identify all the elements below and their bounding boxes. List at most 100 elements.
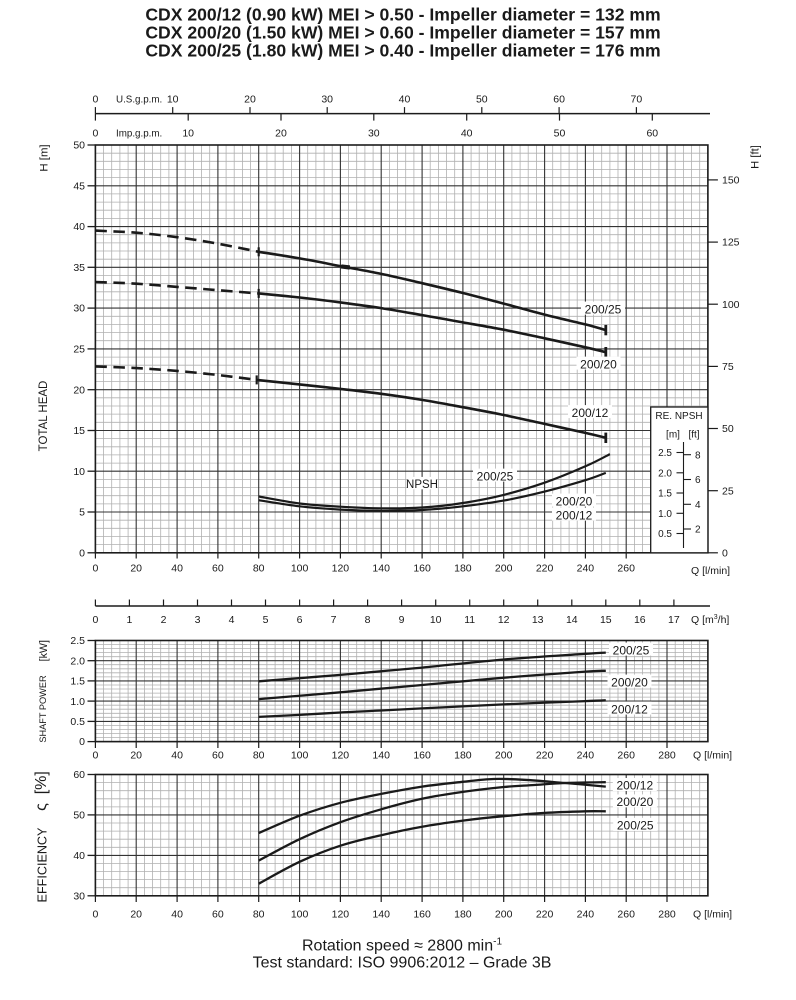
svg-text:100: 100 — [291, 909, 309, 921]
svg-text:9: 9 — [399, 614, 405, 626]
svg-text:0.5: 0.5 — [70, 716, 85, 728]
svg-text:70: 70 — [631, 94, 643, 106]
svg-text:120: 120 — [332, 563, 350, 575]
svg-text:30: 30 — [73, 890, 85, 902]
svg-text:30: 30 — [321, 94, 333, 106]
svg-text:200/25: 200/25 — [617, 819, 654, 833]
svg-text:140: 140 — [372, 563, 390, 575]
svg-text:60: 60 — [212, 563, 224, 575]
svg-text:40: 40 — [171, 909, 183, 921]
svg-text:3: 3 — [195, 614, 201, 626]
svg-text:7: 7 — [331, 614, 337, 626]
svg-text:U.S.g.p.m.: U.S.g.p.m. — [116, 95, 162, 106]
svg-text:Q [l/min]: Q [l/min] — [691, 565, 730, 577]
svg-text:14: 14 — [566, 614, 578, 626]
svg-text:1.5: 1.5 — [658, 489, 672, 500]
svg-text:200: 200 — [495, 750, 513, 762]
svg-text:80: 80 — [253, 563, 265, 575]
svg-text:140: 140 — [372, 750, 390, 762]
svg-text:60: 60 — [646, 128, 658, 140]
svg-text:200: 200 — [495, 909, 513, 921]
svg-text:TOTAL HEAD: TOTAL HEAD — [38, 381, 50, 452]
svg-text:16: 16 — [634, 614, 646, 626]
svg-text:15: 15 — [600, 614, 612, 626]
svg-text:8: 8 — [695, 450, 701, 461]
svg-text:60: 60 — [212, 909, 224, 921]
svg-text:260: 260 — [617, 563, 635, 575]
svg-text:Test standard: ISO 9906:2012 –: Test standard: ISO 9906:2012 – Grade 3B — [253, 955, 552, 972]
svg-text:H [m]: H [m] — [39, 144, 51, 171]
svg-text:12: 12 — [498, 614, 510, 626]
svg-text:40: 40 — [399, 94, 411, 106]
svg-text:120: 120 — [332, 750, 350, 762]
svg-text:6: 6 — [297, 614, 303, 626]
svg-text:Imp.g.p.m.: Imp.g.p.m. — [116, 129, 162, 140]
svg-text:200/20: 200/20 — [580, 357, 617, 371]
svg-text:40: 40 — [461, 128, 473, 140]
svg-text:160: 160 — [413, 750, 431, 762]
svg-text:0.5: 0.5 — [658, 529, 672, 540]
svg-text:0: 0 — [92, 563, 98, 575]
svg-text:200/25: 200/25 — [613, 643, 650, 657]
svg-text:50: 50 — [722, 423, 734, 435]
svg-text:0: 0 — [722, 547, 728, 559]
svg-text:EFFICIENCY: EFFICIENCY — [36, 827, 50, 902]
svg-text:200/12: 200/12 — [611, 702, 648, 716]
svg-text:140: 140 — [372, 909, 390, 921]
svg-text:NPSH: NPSH — [406, 479, 438, 491]
svg-text:8: 8 — [365, 614, 371, 626]
svg-text:2.5: 2.5 — [658, 448, 672, 459]
svg-text:10: 10 — [430, 614, 442, 626]
svg-text:180: 180 — [454, 909, 472, 921]
svg-text:240: 240 — [577, 563, 595, 575]
svg-text:10: 10 — [182, 128, 194, 140]
svg-text:Rotation speed ≈ 2800 min-1: Rotation speed ≈ 2800 min-1 — [302, 937, 502, 955]
svg-text:0: 0 — [92, 94, 98, 106]
svg-text:40: 40 — [73, 221, 85, 233]
svg-text:40: 40 — [73, 850, 85, 862]
svg-text:0: 0 — [79, 736, 85, 748]
svg-text:240: 240 — [577, 750, 595, 762]
svg-text:50: 50 — [476, 94, 488, 106]
svg-text:260: 260 — [617, 909, 635, 921]
svg-text:240: 240 — [577, 909, 595, 921]
svg-text:40: 40 — [171, 750, 183, 762]
svg-text:180: 180 — [454, 563, 472, 575]
svg-text:0: 0 — [92, 750, 98, 762]
svg-text:200/20: 200/20 — [556, 494, 593, 508]
svg-text:20: 20 — [130, 750, 142, 762]
svg-text:30: 30 — [73, 303, 85, 315]
svg-text:0: 0 — [92, 614, 98, 626]
svg-text:2.0: 2.0 — [70, 655, 85, 667]
svg-text:30: 30 — [368, 128, 380, 140]
svg-text:Q [m3/h]: Q [m3/h] — [691, 614, 729, 626]
svg-text:CDX 200/12 (0.90 kW) MEI > 0.5: CDX 200/12 (0.90 kW) MEI > 0.50 - Impell… — [145, 5, 660, 25]
svg-text:1: 1 — [126, 614, 132, 626]
svg-text:RE. NPSH: RE. NPSH — [655, 411, 702, 422]
svg-text:60: 60 — [212, 750, 224, 762]
svg-text:200/20: 200/20 — [617, 795, 654, 809]
svg-text:20: 20 — [244, 94, 256, 106]
svg-text:50: 50 — [73, 140, 85, 152]
svg-text:10: 10 — [73, 466, 85, 478]
svg-text:100: 100 — [291, 750, 309, 762]
svg-text:15: 15 — [73, 425, 85, 437]
svg-text:[m]: [m] — [666, 430, 680, 441]
svg-text:CDX 200/20 (1.50 kW) MEI > 0.6: CDX 200/20 (1.50 kW) MEI > 0.60 - Impell… — [145, 23, 660, 43]
svg-text:180: 180 — [454, 750, 472, 762]
svg-text:4: 4 — [695, 500, 701, 511]
svg-text:ς [%]: ς [%] — [33, 771, 50, 811]
svg-text:H [ft]: H [ft] — [750, 145, 762, 169]
svg-text:Q [l/min]: Q [l/min] — [693, 750, 732, 762]
svg-text:75: 75 — [722, 361, 734, 373]
svg-text:35: 35 — [73, 262, 85, 274]
svg-text:2: 2 — [695, 525, 701, 536]
svg-text:5: 5 — [79, 507, 85, 519]
svg-text:20: 20 — [130, 909, 142, 921]
svg-text:100: 100 — [722, 299, 740, 311]
svg-text:11: 11 — [464, 614, 475, 626]
svg-text:1.5: 1.5 — [70, 676, 85, 688]
svg-text:50: 50 — [554, 128, 566, 140]
svg-text:25: 25 — [73, 344, 85, 356]
svg-text:2.0: 2.0 — [658, 468, 672, 479]
